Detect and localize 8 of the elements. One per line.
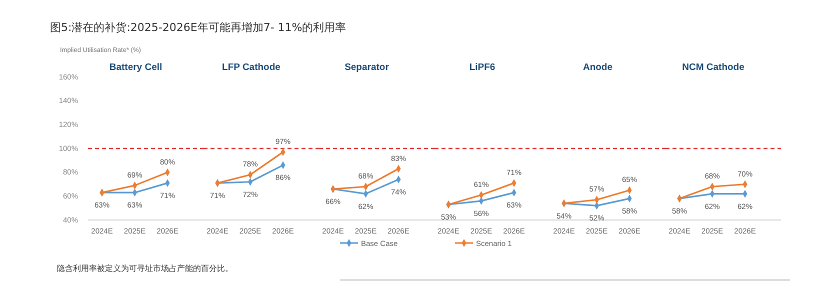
chart-subtitle: Battery Cell	[109, 62, 162, 73]
chart-subtitle: Anode	[582, 62, 613, 73]
chart-subtitle: Separator	[344, 62, 390, 73]
chart-subtitle: NCM Cathode	[682, 62, 744, 73]
text: 隐含利用率被定义为可寻址市场占产能的百分比。	[57, 264, 233, 273]
chart-subtitle: LFP Cathode	[222, 62, 280, 73]
chart-subtitle: LiPF6	[469, 62, 496, 73]
chart-title: 图5:潜在的补货:2025-2026E年可能再增加7- 11%的利用率	[50, 21, 346, 34]
